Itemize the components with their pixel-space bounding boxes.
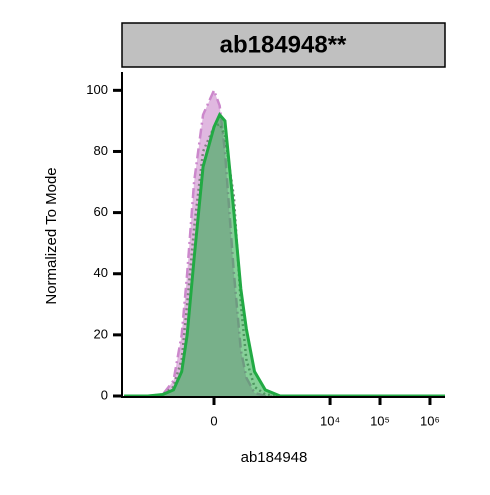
- x-tick-label: 10⁵: [370, 413, 390, 428]
- chart-title: ab184948**: [220, 31, 347, 58]
- x-axis-label: ab184948: [241, 449, 308, 466]
- y-tick-label: 60: [94, 204, 108, 219]
- y-tick-label: 0: [101, 387, 108, 402]
- area-fill: [124, 114, 446, 396]
- title-box: [121, 22, 446, 68]
- plot-area: 0 20 40 60 80 100 0 10⁴ 10⁵ 10⁶: [86, 72, 446, 428]
- y-tick-label: 40: [94, 265, 108, 280]
- histogram-line: [124, 122, 445, 398]
- histogram-line: [124, 112, 445, 398]
- y-axis-label: Normalized To Mode: [43, 167, 60, 304]
- x-tick-label: 10⁶: [420, 413, 440, 428]
- y-tick-label: 80: [94, 143, 108, 158]
- x-tick-label: 0: [210, 413, 217, 428]
- x-tick-label: 10⁴: [320, 413, 340, 428]
- y-tick-label: 100: [86, 82, 108, 97]
- y-tick-label: 20: [94, 326, 108, 341]
- histogram-line: [124, 87, 445, 398]
- area-fill: [124, 90, 446, 396]
